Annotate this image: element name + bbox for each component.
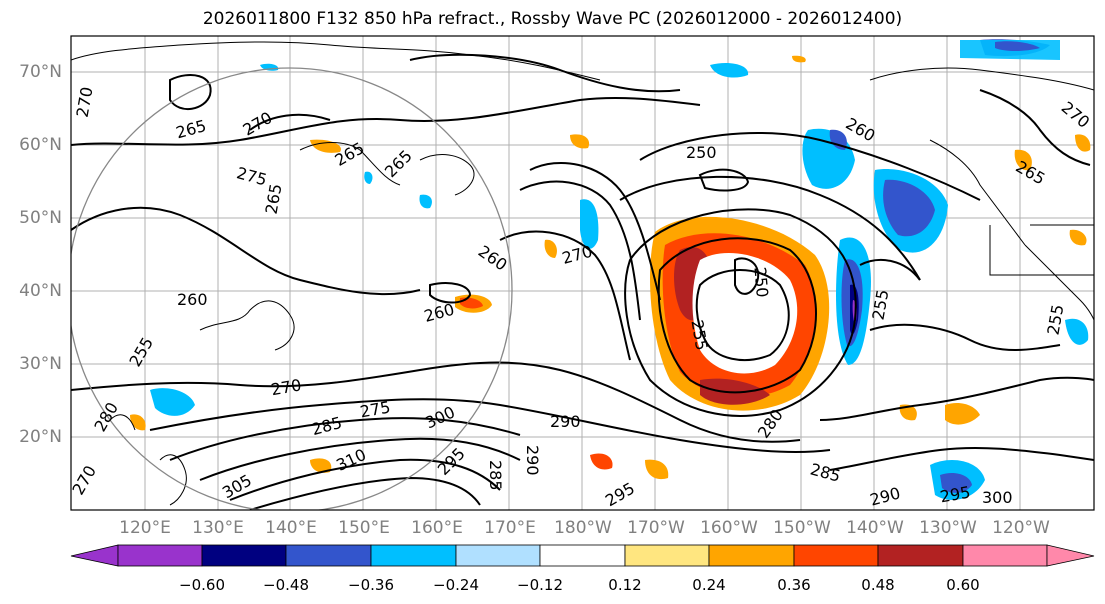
lon-label: 170°W: [627, 518, 685, 538]
colorbar-tick-label: 0.12: [608, 576, 642, 594]
contour-label: 250: [750, 266, 772, 298]
colorbar-tick-label: 0.48: [861, 576, 895, 594]
map-title: 2026011800 F132 850 hPa refract., Rossby…: [202, 9, 903, 29]
contour-label: 250: [686, 143, 717, 162]
colorbar-bin: [877, 544, 964, 567]
colorbar-tick-label: −0.12: [517, 576, 563, 594]
colorbar-bin: [117, 544, 203, 567]
colorbar-bin: [624, 544, 710, 567]
lon-label: 160°W: [700, 518, 758, 538]
colorbar: [70, 544, 1095, 567]
colorbar-bin: [539, 544, 626, 567]
colorbar-extend-min: [70, 544, 119, 567]
contour-label: 290: [550, 412, 581, 431]
ring-hole: [692, 252, 798, 374]
colorbar-tick-label: −0.36: [348, 576, 394, 594]
contour-label: 285: [486, 460, 505, 491]
colorbar-bin: [455, 544, 541, 567]
graticule: [71, 36, 1094, 510]
contour-label: 290: [523, 445, 542, 476]
lon-label: 140°W: [846, 518, 904, 538]
lon-label: 170°E: [484, 518, 536, 538]
colorbar-bin: [201, 544, 287, 567]
colorbar-bin: [793, 544, 879, 567]
lat-label: 70°N: [19, 62, 62, 82]
lat-label: 50°N: [19, 208, 62, 228]
region-circle: [71, 67, 513, 510]
lon-label: 120°E: [119, 518, 171, 538]
lat-label: 30°N: [19, 354, 62, 374]
colorbar-tick-label: 0.36: [777, 576, 811, 594]
lon-label: 180°W: [554, 518, 612, 538]
contour-labels: 270 265 270 265 265 275 260 260 250 270 …: [68, 85, 1093, 510]
lon-label: 130°E: [192, 518, 244, 538]
lon-label: 130°W: [919, 518, 977, 538]
coastlines: [71, 41, 1094, 506]
lon-label: 140°E: [265, 518, 317, 538]
colorbar-tick-label: −0.60: [179, 576, 225, 594]
contour-label: 300: [982, 488, 1013, 507]
lon-label: 160°E: [411, 518, 463, 538]
refractivity-contours: [71, 53, 1094, 510]
colorbar-tick-label: −0.48: [263, 576, 309, 594]
colorbar-bin: [962, 544, 1048, 567]
contour-label: 260: [177, 290, 208, 309]
colorbar-extend-max: [1046, 544, 1095, 567]
lon-label: 150°W: [773, 518, 831, 538]
colorbar-bin: [370, 544, 457, 567]
map-frame: [70, 35, 1095, 511]
lat-label: 20°N: [19, 427, 62, 447]
colorbar-bin: [285, 544, 372, 567]
lon-label: 150°E: [338, 518, 390, 538]
lon-label: 120°W: [992, 518, 1050, 538]
colorbar-tick-label: 0.60: [946, 576, 980, 594]
rossby-wave-anomaly-fills: [130, 39, 1091, 500]
colorbar-bin: [708, 544, 795, 567]
lat-label: 40°N: [19, 281, 62, 301]
colorbar-tick-label: 0.24: [692, 576, 726, 594]
colorbar-tick-label: −0.24: [433, 576, 479, 594]
lat-label: 60°N: [19, 135, 62, 155]
